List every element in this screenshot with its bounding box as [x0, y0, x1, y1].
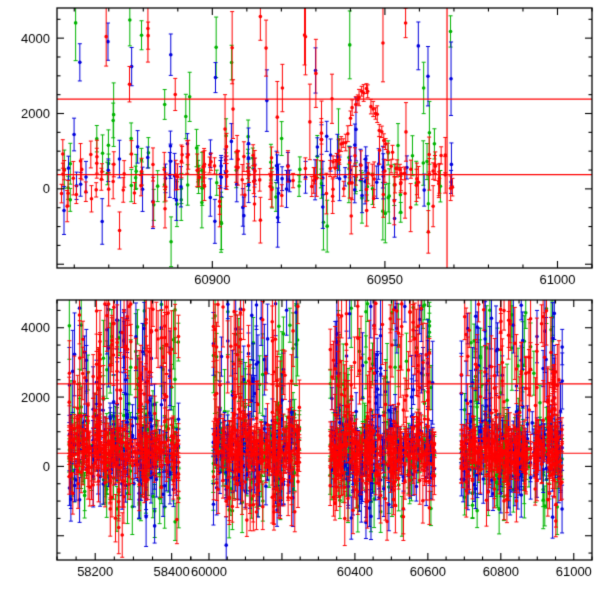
two-panel-light-curve-canvas [0, 0, 600, 600]
light-curve-figure [0, 0, 600, 600]
